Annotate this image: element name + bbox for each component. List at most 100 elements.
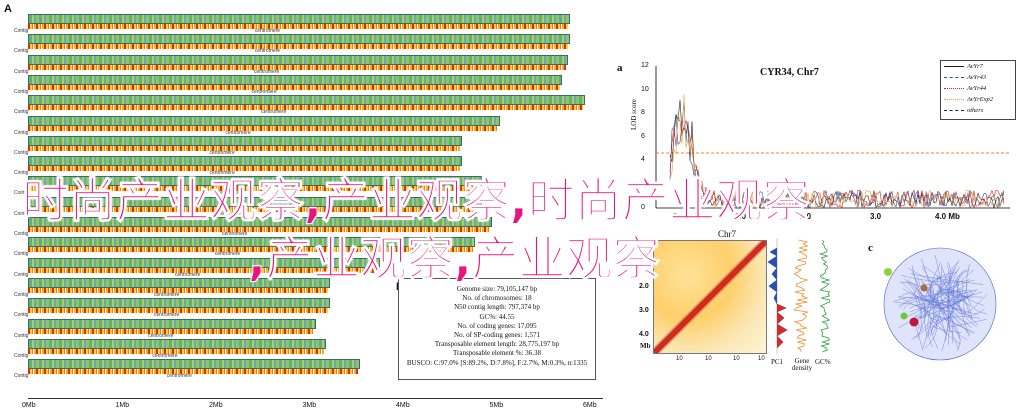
lod-ytick: 0 bbox=[641, 203, 645, 211]
chromosome-annotation-track bbox=[28, 369, 358, 375]
centromere-label: centromere bbox=[148, 332, 174, 339]
chromosome-row: Contig centromere bbox=[14, 115, 500, 138]
network-node-green bbox=[884, 268, 892, 276]
chromosome-row: Contig centromere bbox=[14, 34, 570, 56]
legend-item: AvYr43 bbox=[941, 72, 1015, 83]
network-edge bbox=[900, 280, 977, 306]
centromere-label: centromere bbox=[166, 373, 192, 380]
chromosome-name: Contig bbox=[14, 332, 29, 339]
stats-coding-genes: No. of coding genes: 17,095 bbox=[457, 321, 537, 330]
chromosome-annotation-track bbox=[28, 84, 560, 90]
network-edge bbox=[952, 282, 972, 295]
chromosome-bar bbox=[28, 359, 360, 370]
network-edge bbox=[901, 292, 922, 331]
network-edge bbox=[907, 267, 972, 307]
chromosome-row: Contig centromere bbox=[14, 95, 585, 117]
chromosome-row: Contig centromere bbox=[14, 257, 380, 280]
centromere-label: centromere bbox=[261, 109, 287, 116]
chromosome-name: Contig bbox=[14, 271, 29, 278]
panel-letter-a: a bbox=[617, 62, 623, 74]
panel-letter-c: c bbox=[868, 242, 873, 254]
network-edge bbox=[898, 289, 978, 306]
stats-chromosomes: No. of chromosomes: 18 bbox=[462, 294, 532, 303]
network-edge bbox=[934, 255, 941, 281]
chromosome-name: Contig bbox=[14, 88, 29, 95]
centromere-label: centromere bbox=[253, 68, 280, 75]
overlay-text-line2: ,产业观察,产业观察 bbox=[248, 232, 661, 288]
network-edge bbox=[953, 269, 968, 304]
lod-title: CYR34, Chr7 bbox=[760, 67, 819, 78]
heatmap-y-unit: Mb bbox=[640, 342, 651, 350]
lod-axes bbox=[655, 66, 1010, 209]
network-graph bbox=[883, 247, 997, 361]
stats-te-percent: Transposable element %: 36.38 bbox=[452, 349, 541, 358]
chromosome-name: Contig bbox=[14, 190, 29, 197]
chromosome-name: Contig bbox=[14, 373, 29, 380]
chromosome-annotation-track bbox=[28, 186, 480, 192]
network-edge bbox=[940, 264, 977, 327]
network-edge bbox=[921, 261, 952, 286]
heatmap-xtick: 10 bbox=[676, 356, 683, 362]
chromosome-bar bbox=[28, 135, 462, 146]
chromosome-annotation-track bbox=[28, 166, 460, 172]
chromosome-annotation-track bbox=[28, 24, 568, 29]
chromosome-bar bbox=[28, 156, 462, 167]
chromosome-map: Contig centromere Contig centromere Contig ce… bbox=[14, 14, 608, 404]
centromere-label: centromere bbox=[225, 129, 251, 136]
centromere-label: centromere bbox=[209, 170, 235, 177]
network-edge bbox=[947, 264, 959, 298]
legend-swatch bbox=[944, 88, 964, 89]
legend-item: AvYr44 bbox=[941, 83, 1015, 94]
network-edge bbox=[912, 271, 926, 319]
chromosome-annotation-track bbox=[28, 348, 324, 354]
chromosome-name: Contig bbox=[14, 68, 29, 75]
stats-gc: GC%: 44.55 bbox=[479, 312, 515, 321]
track-pc1 bbox=[767, 238, 788, 354]
network-edge bbox=[903, 300, 947, 310]
chromosome-name: Contig bbox=[14, 149, 29, 156]
chromosome-row: Contig centromere bbox=[14, 298, 330, 320]
network-edge bbox=[945, 279, 983, 298]
network-edge bbox=[940, 267, 968, 341]
network-edge bbox=[956, 270, 970, 298]
centromere-label: centromere bbox=[217, 190, 244, 197]
chromosome-bar bbox=[28, 54, 568, 65]
stats-genome-size: Genome size: 79,105,147 bp bbox=[456, 285, 538, 293]
chromosome-bar bbox=[28, 196, 482, 207]
network-edge bbox=[899, 282, 917, 309]
chromosome-bar bbox=[28, 338, 326, 349]
heatmap-xtick: 10 bbox=[758, 356, 765, 362]
stats-te-length: Transposable element length: 28,775,197 … bbox=[434, 340, 560, 349]
lod-curve bbox=[669, 94, 1005, 209]
chromosome-annotation-track bbox=[28, 206, 480, 212]
legend-item: AvYr7 bbox=[941, 61, 1015, 72]
chromosome-annotation-track bbox=[28, 308, 328, 314]
network-edge bbox=[893, 297, 946, 335]
network-edge bbox=[923, 315, 952, 348]
chromosome-annotation-track bbox=[28, 287, 328, 293]
network-edge bbox=[944, 283, 955, 321]
lod-xtick: 0 bbox=[673, 212, 678, 221]
network-edge bbox=[930, 280, 964, 328]
centromere-label: centromere bbox=[217, 210, 244, 217]
legend-swatch bbox=[944, 110, 964, 111]
lod-xtick: 1.0 bbox=[735, 212, 747, 221]
track-gc bbox=[818, 239, 831, 353]
chromosome-annotation-track bbox=[28, 145, 460, 151]
chromosome-name: Contig bbox=[14, 48, 29, 55]
chromosome-annotation-track bbox=[28, 105, 583, 111]
chromosome-bar bbox=[28, 14, 570, 24]
chromosome-row: Contig centromere bbox=[14, 277, 330, 300]
panel-letter-A: A bbox=[4, 3, 12, 15]
chromosome-row: Contig centromere bbox=[14, 135, 462, 158]
lod-ytick: 10 bbox=[641, 85, 649, 93]
chromosome-row: Contig centromere bbox=[14, 338, 326, 361]
chromosome-annotation-track bbox=[28, 125, 498, 131]
legend-label: AvYr43 bbox=[967, 74, 987, 81]
lod-curve bbox=[669, 102, 1005, 209]
network-edge bbox=[917, 258, 933, 302]
network-edge bbox=[946, 269, 975, 316]
genome-axis-tick: 2Mb bbox=[209, 402, 223, 409]
chromosome-annotation-track bbox=[28, 328, 314, 334]
heatmap-ytick: 2.0 bbox=[639, 283, 649, 290]
